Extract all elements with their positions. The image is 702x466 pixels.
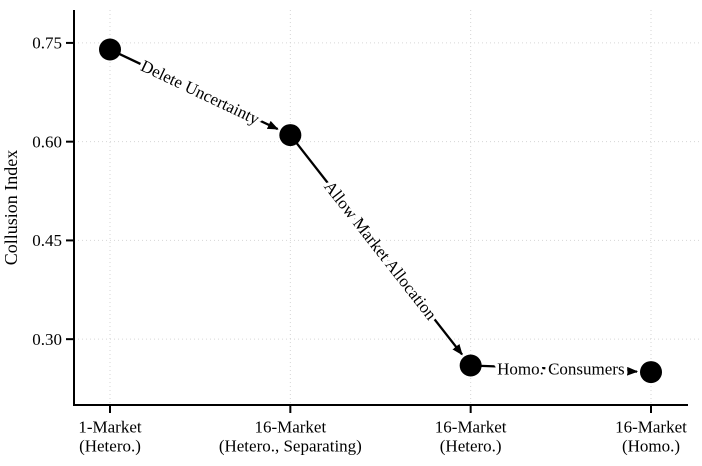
x-tick-label-line1: 16-Market bbox=[435, 418, 507, 437]
annotation-connector bbox=[109, 48, 279, 131]
data-point bbox=[639, 361, 662, 384]
data-point bbox=[279, 124, 302, 147]
y-tick-label: 0.75 bbox=[32, 34, 62, 53]
x-tick-label-line2: (Homo.) bbox=[622, 437, 680, 456]
x-tick-label-line1: 16-Market bbox=[615, 418, 687, 437]
y-tick-label: 0.30 bbox=[32, 330, 62, 349]
y-tick-label: 0.45 bbox=[32, 231, 62, 250]
y-axis-title: Collusion Index bbox=[1, 150, 21, 266]
y-tick-label: 0.60 bbox=[32, 132, 62, 151]
x-tick-label-line1: 16-Market bbox=[254, 418, 326, 437]
annotation-connector bbox=[289, 134, 463, 356]
x-tick-label-line2: (Hetero.) bbox=[79, 437, 141, 456]
data-point bbox=[99, 38, 121, 61]
x-tick-label-line2: (Hetero.) bbox=[440, 437, 502, 456]
data-point bbox=[459, 354, 482, 377]
x-tick-label-line1: 1-Market bbox=[78, 418, 142, 437]
annotation-label: Homo. Consumers bbox=[497, 359, 625, 378]
x-tick-label-line2: (Hetero., Separating) bbox=[219, 437, 362, 456]
annotation-connector bbox=[470, 364, 639, 376]
